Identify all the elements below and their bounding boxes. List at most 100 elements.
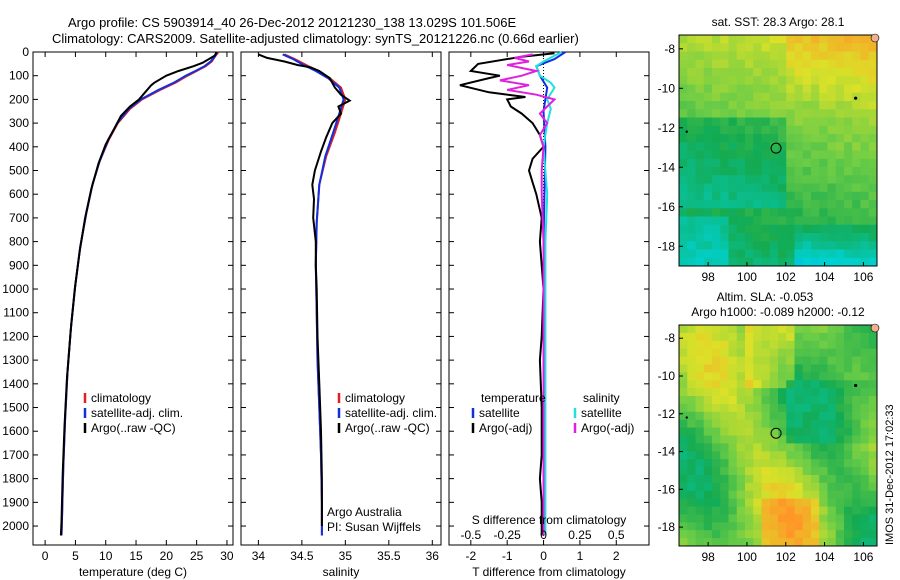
- sla_map-cell: [844, 419, 853, 429]
- sst_map-cell: [745, 200, 754, 209]
- sst_map-cell: [844, 101, 853, 110]
- sst_map-cell: [811, 208, 820, 217]
- sla_map-cell: [811, 482, 820, 492]
- sst_map-cell: [745, 51, 754, 61]
- sst_map-cell: [769, 142, 779, 151]
- sla_map-cell: [868, 340, 878, 350]
- sst_map-cell: [802, 257, 812, 267]
- sst_map-cell: [794, 84, 804, 94]
- sst_map-cell: [753, 208, 762, 217]
- sla_map-cell: [703, 340, 713, 350]
- sst_map-cell: [712, 158, 721, 168]
- sst_map-cell: [860, 92, 870, 102]
- sst_map-cell: [852, 109, 861, 118]
- sla_map-cell: [679, 388, 688, 397]
- sst_map-cell: [802, 101, 812, 110]
- sst_map-cell: [811, 241, 820, 250]
- sst_map-cell: [827, 134, 837, 143]
- sla_map-cell: [745, 340, 754, 350]
- sst_map-cell: [679, 76, 688, 85]
- sst_map-cell: [753, 191, 762, 201]
- sst_map-cell: [811, 101, 820, 110]
- sla_map-cell: [745, 388, 754, 397]
- sst_map-cell: [860, 84, 870, 94]
- sla_map-cell: [811, 490, 820, 500]
- sst_map-cell: [728, 233, 738, 242]
- sst_map-cell: [761, 167, 771, 176]
- sla_map-cell: [778, 348, 787, 358]
- sst_map-cell: [703, 142, 713, 151]
- sla_map-cell: [860, 340, 870, 350]
- sla_map-cell: [687, 506, 696, 515]
- sla_map-cell: [778, 490, 787, 500]
- sst_map-cell: [802, 142, 812, 151]
- sla_map-cell: [794, 443, 804, 452]
- sst_map-cell: [860, 59, 870, 69]
- sla_map-ytick-label: -14: [658, 445, 676, 459]
- sst_map-cell: [769, 76, 779, 85]
- sla_map-cell: [769, 340, 779, 350]
- sst_map-cell: [811, 183, 820, 193]
- sst_map-cell: [852, 200, 861, 209]
- sst_map-cell: [827, 167, 837, 176]
- sla_map-cell: [679, 411, 688, 421]
- sla_map-cell: [703, 411, 713, 421]
- sst_map-cell: [728, 92, 738, 102]
- sst_map-cell: [778, 167, 787, 176]
- sst_map-cell: [835, 208, 845, 217]
- sst_map-cell: [769, 158, 779, 168]
- sst_map-cell: [868, 167, 878, 176]
- sla_map-cell: [745, 467, 754, 476]
- sst_map-cell: [819, 84, 828, 94]
- sla_map-cell: [868, 396, 878, 405]
- sla_map-cell: [835, 403, 845, 413]
- sla_map-cell: [811, 364, 820, 373]
- sst_map-cell: [802, 117, 812, 127]
- sla_map-cell: [687, 530, 696, 539]
- sla_map-cell: [844, 451, 853, 460]
- sla_map-cell: [753, 411, 762, 421]
- sst_map-cell: [827, 59, 837, 69]
- sst_map-cell: [794, 92, 804, 102]
- sla_map-cell: [802, 482, 812, 492]
- depth-tick-label: 600: [9, 187, 29, 201]
- sst_map-cell: [852, 68, 861, 77]
- sst_map-cell: [852, 43, 861, 52]
- sla_map-cell: [761, 467, 771, 476]
- sla_map-cell: [753, 435, 762, 444]
- sla_map-cell: [868, 403, 878, 413]
- sst_map-cell: [703, 109, 713, 118]
- temperature-series-argo-line: [59, 51, 218, 536]
- sla_map-cell: [769, 380, 779, 389]
- sla_map-cell: [769, 435, 779, 444]
- sla_map-cell: [794, 356, 804, 365]
- sst_map-cell: [811, 191, 820, 201]
- sla_map-cell: [728, 380, 738, 389]
- sla_map-cell: [802, 427, 812, 436]
- sst_map-cell: [728, 175, 738, 184]
- sst_map-cell: [802, 216, 812, 226]
- sla_map-cell: [794, 490, 804, 500]
- sla_map-cell: [827, 411, 837, 421]
- sst_map-cell: [868, 200, 878, 209]
- sla_map-cell: [860, 474, 870, 484]
- sst_map-cell: [745, 125, 754, 135]
- sla_map-cell: [778, 435, 787, 444]
- sst_map-cell: [703, 183, 713, 193]
- sla_map-cell: [745, 538, 754, 547]
- sla_map-cell: [761, 459, 771, 468]
- sst_map-cell: [769, 224, 779, 234]
- sst_map-cell: [778, 208, 787, 217]
- sst_map-cell: [703, 125, 713, 135]
- sst_map-cell: [761, 76, 771, 85]
- sla_map-cell: [728, 348, 738, 358]
- sla_map-cell: [794, 411, 804, 421]
- sla_map-cell: [827, 522, 837, 531]
- sst_map-cell: [712, 76, 721, 85]
- sst_map-cell: [769, 150, 779, 160]
- sst_map-cell: [860, 224, 870, 234]
- sla_map-cell: [860, 403, 870, 413]
- sla_map-cell: [728, 482, 738, 492]
- sst_map-cell: [728, 101, 738, 110]
- sst_map-cell: [852, 183, 861, 193]
